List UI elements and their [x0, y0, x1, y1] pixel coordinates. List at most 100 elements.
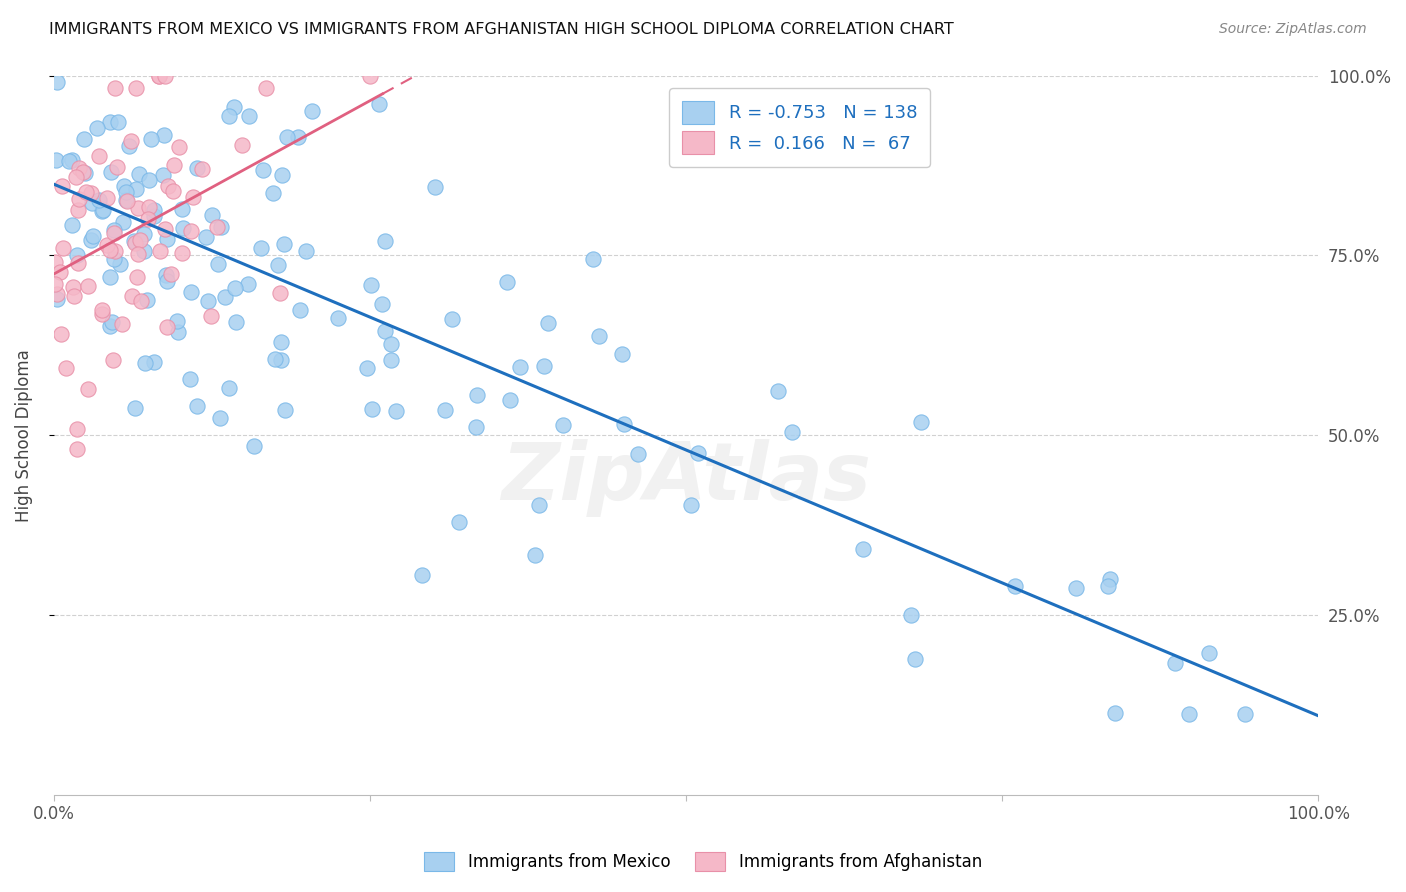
Point	[361, 401, 384, 416]
Point	[231, 137, 253, 152]
Point	[440, 311, 463, 326]
Point	[553, 417, 575, 432]
Point	[149, 244, 172, 258]
Point	[129, 293, 152, 308]
Point	[163, 158, 186, 172]
Point	[910, 415, 932, 429]
Point	[104, 244, 127, 258]
Point	[1064, 581, 1087, 595]
Point	[180, 224, 202, 238]
Point	[128, 167, 150, 181]
Point	[499, 393, 522, 408]
Point	[1234, 706, 1257, 721]
Point	[852, 542, 875, 557]
Point	[326, 310, 349, 325]
Point	[124, 401, 146, 415]
Point	[295, 244, 318, 259]
Point	[152, 168, 174, 182]
Point	[103, 252, 125, 267]
Point	[205, 220, 228, 235]
Point	[167, 325, 190, 339]
Point	[273, 237, 295, 252]
Point	[156, 274, 179, 288]
Point	[66, 422, 89, 436]
Point	[411, 568, 433, 582]
Point	[447, 515, 470, 529]
Point	[686, 446, 709, 460]
Point	[136, 293, 159, 308]
Point	[82, 229, 104, 244]
Point	[374, 324, 396, 338]
Point	[380, 352, 402, 367]
Point	[90, 303, 112, 318]
Point	[103, 80, 125, 95]
Y-axis label: High School Diploma: High School Diploma	[15, 349, 32, 522]
Point	[201, 208, 224, 222]
Point	[142, 203, 165, 218]
Point	[62, 280, 84, 294]
Point	[72, 165, 94, 179]
Point	[58, 153, 80, 168]
Point	[172, 221, 194, 235]
Point	[681, 498, 703, 512]
Point	[134, 356, 156, 370]
Point	[75, 185, 97, 199]
Point	[148, 69, 170, 83]
Point	[208, 411, 231, 425]
Point	[115, 193, 138, 207]
Point	[66, 248, 89, 262]
Point	[121, 289, 143, 303]
Point	[115, 194, 138, 209]
Point	[1178, 706, 1201, 721]
Point	[80, 234, 103, 248]
Point	[49, 56, 72, 70]
Point	[423, 179, 446, 194]
Point	[250, 241, 273, 255]
Point	[156, 231, 179, 245]
Point	[101, 315, 124, 329]
Point	[103, 227, 125, 241]
Point	[270, 353, 292, 368]
Point	[44, 254, 66, 268]
Point	[45, 293, 67, 307]
Point	[301, 103, 323, 118]
Point	[537, 316, 560, 330]
Point	[533, 359, 555, 374]
Point	[105, 160, 128, 174]
Point	[782, 425, 804, 439]
Point	[166, 314, 188, 328]
Point	[374, 234, 396, 248]
Point	[524, 549, 547, 563]
Point	[434, 403, 457, 417]
Point	[270, 335, 292, 350]
Point	[1198, 646, 1220, 660]
Point	[103, 223, 125, 237]
Point	[582, 252, 605, 266]
Point	[1163, 656, 1185, 670]
Point	[51, 179, 73, 194]
Point	[495, 275, 517, 289]
Point	[107, 114, 129, 128]
Point	[63, 289, 86, 303]
Point	[367, 96, 389, 111]
Point	[75, 54, 97, 69]
Point	[169, 140, 191, 154]
Point	[125, 270, 148, 285]
Point	[136, 212, 159, 227]
Point	[142, 209, 165, 223]
Point	[384, 404, 406, 418]
Text: IMMIGRANTS FROM MEXICO VS IMMIGRANTS FROM AFGHANISTAN HIGH SCHOOL DIPLOMA CORREL: IMMIGRANTS FROM MEXICO VS IMMIGRANTS FRO…	[49, 22, 953, 37]
Point	[86, 120, 108, 135]
Point	[186, 161, 208, 175]
Point	[55, 360, 77, 375]
Point	[46, 75, 69, 89]
Point	[155, 268, 177, 282]
Point	[238, 277, 260, 291]
Point	[627, 447, 650, 461]
Point	[77, 382, 100, 396]
Point	[87, 194, 110, 208]
Text: Source: ZipAtlas.com: Source: ZipAtlas.com	[1219, 22, 1367, 37]
Point	[60, 153, 83, 168]
Point	[225, 314, 247, 328]
Point	[276, 129, 298, 144]
